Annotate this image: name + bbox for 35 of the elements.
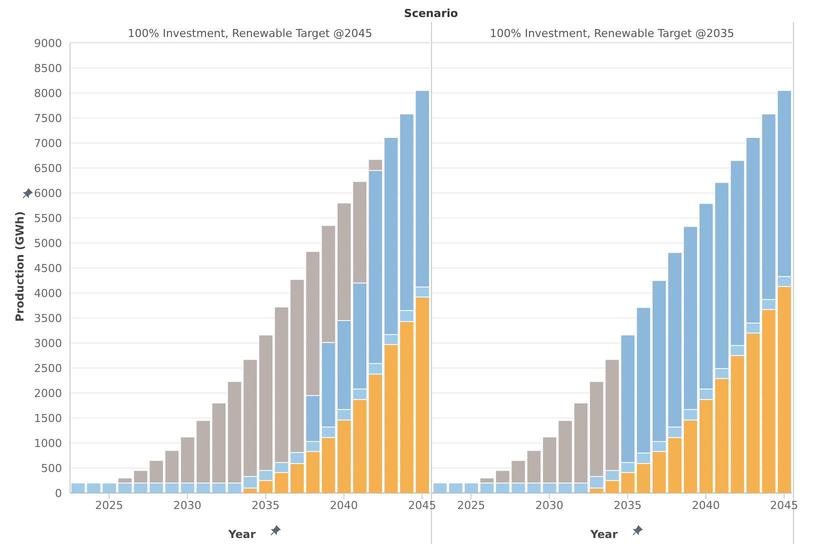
y-tick-label: 1000	[34, 436, 62, 450]
x-tick-label: 2030	[173, 498, 202, 512]
y-tick-label: 3000	[34, 336, 62, 350]
y-tick-label: 4500	[34, 262, 62, 275]
y-tick-label: 6500	[34, 162, 62, 175]
x-tick-label: 2045	[770, 498, 798, 512]
chart-subtitle: 100% Investment, Renewable Target @2035	[488, 27, 736, 40]
x-axis-title: Year	[228, 528, 256, 541]
chart-subtitle: 100% Investment, Renewable Target @2045	[126, 27, 374, 40]
x-tick-label: 2025	[95, 498, 124, 512]
x-tick-label: 2030	[535, 498, 564, 512]
y-tick-label: 4000	[34, 286, 62, 300]
y-tick-label: 2500	[34, 362, 62, 375]
y-tick-label: 8500	[34, 62, 62, 75]
x-tick-label: 2035	[614, 498, 642, 512]
y-tick-label: 9000	[34, 36, 62, 50]
y-tick-label: 6000	[34, 186, 62, 200]
y-tick-label: 5000	[34, 236, 62, 250]
x-tick-label: 2040	[692, 498, 720, 512]
y-tick-label: 8000	[34, 86, 62, 100]
y-tick-label: 0	[55, 486, 62, 500]
y-tick-label: 5500	[34, 212, 62, 225]
x-tick-label: 2040	[330, 498, 358, 512]
y-tick-label: 1500	[34, 412, 62, 425]
y-axis-title: Production (GWh)	[14, 210, 26, 324]
x-axis-title: Year	[590, 528, 618, 541]
y-tick-label: 7500	[34, 112, 62, 125]
x-tick-label: 2035	[252, 498, 280, 512]
y-tick-label: 7000	[34, 136, 62, 150]
y-tick-label: 2000	[34, 386, 62, 400]
x-tick-label: 2025	[457, 498, 486, 512]
y-tick-label: 3500	[34, 312, 62, 325]
y-tick-label: 500	[41, 462, 62, 475]
x-tick-label: 2045	[408, 498, 436, 512]
chart-title: Scenario	[403, 7, 459, 20]
